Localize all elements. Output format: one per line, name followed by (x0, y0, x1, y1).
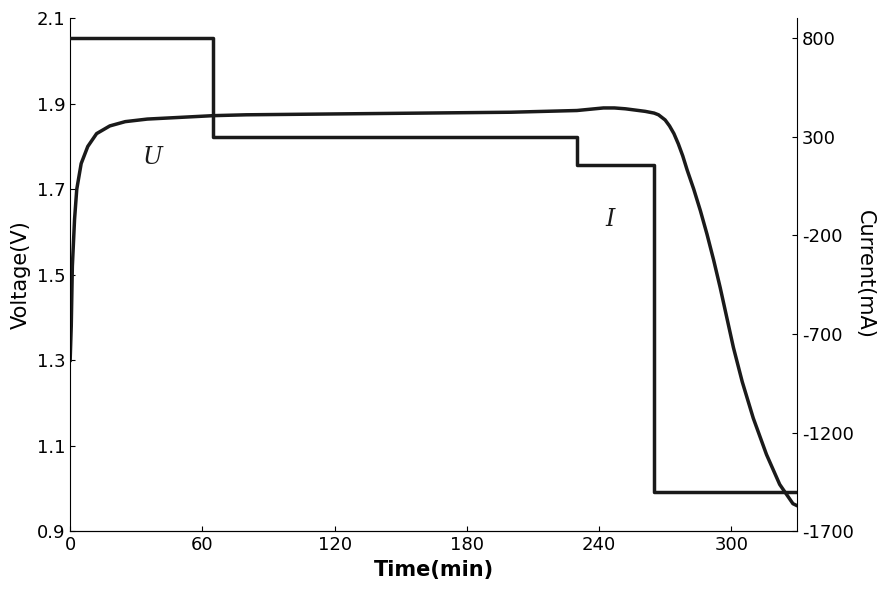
Text: I: I (606, 207, 615, 230)
X-axis label: Time(min): Time(min) (374, 560, 494, 580)
Y-axis label: Current(mA): Current(mA) (855, 210, 874, 339)
Y-axis label: Voltage(V): Voltage(V) (12, 220, 31, 329)
Text: U: U (143, 145, 163, 168)
